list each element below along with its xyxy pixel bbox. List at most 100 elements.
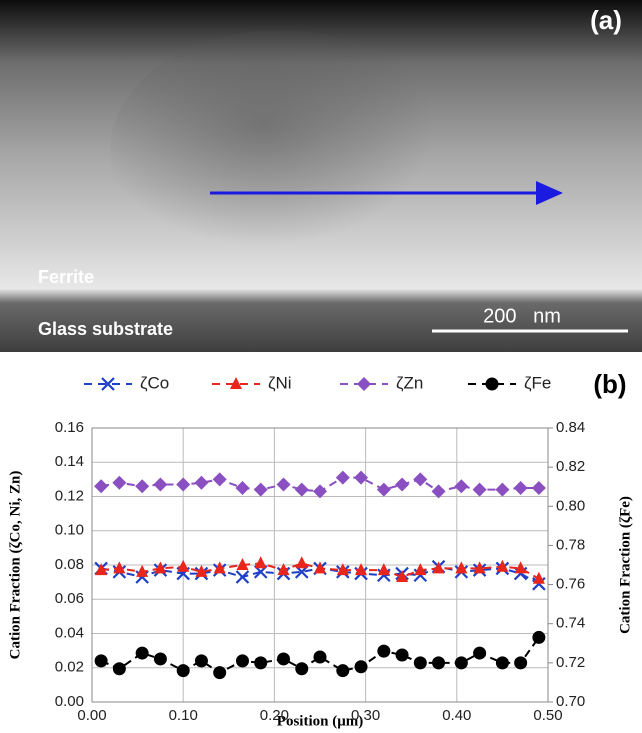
- marker: [295, 662, 309, 676]
- marker: [136, 564, 149, 577]
- y2-tick-label: 0.78: [556, 536, 585, 553]
- y-tick-label: 0.12: [55, 487, 84, 504]
- marker: [94, 654, 108, 668]
- marker: [112, 475, 127, 490]
- y2-tick-label: 0.84: [556, 419, 585, 436]
- marker: [135, 479, 150, 494]
- marker: [336, 664, 350, 678]
- x-tick-label: 0.00: [77, 707, 106, 724]
- series-line: [100, 636, 540, 674]
- marker: [176, 664, 190, 678]
- marker: [335, 470, 350, 485]
- marker: [176, 477, 191, 492]
- marker: [236, 558, 249, 570]
- marker: [395, 477, 410, 492]
- y-tick-label: 0.04: [55, 624, 84, 641]
- marker: [413, 472, 428, 487]
- y2-tick-label: 0.76: [556, 576, 585, 593]
- legend-label: ζNi: [268, 373, 292, 392]
- marker: [95, 563, 108, 576]
- marker: [414, 563, 427, 576]
- marker: [473, 646, 487, 660]
- y2-axis-title: Cation Fraction (ζFe): [617, 496, 633, 634]
- marker: [195, 564, 208, 577]
- layer-label: Glass substrate: [38, 319, 173, 339]
- marker: [354, 660, 368, 674]
- marker: [432, 561, 445, 574]
- marker: [513, 480, 528, 495]
- marker: [413, 656, 427, 670]
- tem-image: (a) Ferrite Glass substrate 200 nm: [0, 0, 642, 352]
- marker: [135, 646, 149, 660]
- y-tick-label: 0.08: [55, 556, 84, 573]
- marker: [472, 482, 487, 497]
- marker: [432, 656, 446, 670]
- marker: [177, 559, 190, 572]
- marker: [355, 563, 368, 576]
- marker: [485, 377, 499, 391]
- marker: [230, 377, 242, 389]
- x-tick-label: 0.30: [351, 707, 380, 724]
- marker: [235, 480, 250, 495]
- marker: [113, 561, 126, 574]
- marker: [473, 561, 486, 574]
- marker: [395, 648, 409, 662]
- marker: [235, 654, 249, 668]
- y2-tick-label: 0.80: [556, 497, 585, 514]
- y2-tick-label: 0.70: [556, 693, 585, 710]
- marker: [194, 654, 208, 668]
- marker: [396, 569, 409, 582]
- marker: [532, 630, 546, 644]
- marker: [514, 656, 528, 670]
- marker: [313, 650, 327, 664]
- marker: [153, 477, 168, 492]
- marker: [377, 644, 391, 658]
- y-axis-title: Cation Fraction (ζCo, Ni, Zn): [7, 471, 23, 660]
- y2-tick-label: 0.74: [556, 615, 585, 632]
- marker: [314, 561, 326, 574]
- scale-bar-label: 200 nm: [483, 305, 561, 327]
- marker: [101, 377, 115, 391]
- marker: [496, 559, 509, 572]
- y-tick-label: 0.02: [55, 659, 84, 676]
- panel-label: (a): [590, 5, 622, 35]
- marker: [212, 472, 227, 487]
- x-axis-title: Position (μm): [277, 713, 363, 729]
- marker: [454, 656, 468, 670]
- marker: [455, 561, 468, 574]
- marker: [112, 662, 126, 676]
- marker: [357, 377, 371, 391]
- marker: [313, 484, 327, 499]
- legend-label: ζZn: [396, 373, 423, 392]
- marker: [253, 482, 268, 497]
- marker: [376, 482, 391, 497]
- layer-label: Ferrite: [38, 267, 94, 287]
- y-tick-label: 0.06: [55, 590, 84, 607]
- marker: [377, 563, 390, 576]
- x-tick-label: 0.40: [442, 707, 471, 724]
- y-tick-label: 0.10: [55, 522, 84, 539]
- plot-frame: [91, 427, 549, 703]
- marker: [276, 477, 291, 492]
- y-tick-label: 0.16: [55, 419, 84, 436]
- marker: [532, 571, 545, 584]
- marker: [94, 479, 109, 494]
- marker: [514, 561, 527, 574]
- y2-tick-label: 0.82: [556, 458, 585, 475]
- y2-tick-label: 0.72: [556, 654, 585, 671]
- marker: [154, 561, 167, 574]
- marker: [295, 556, 308, 569]
- marker: [153, 652, 167, 666]
- marker: [336, 563, 349, 576]
- x-tick-label: 0.10: [169, 707, 198, 724]
- marker: [354, 470, 369, 485]
- legend-label: ζCo: [140, 373, 169, 392]
- y-tick-label: 0.14: [55, 453, 84, 470]
- legend-label: ζFe: [524, 373, 551, 392]
- marker: [194, 475, 209, 490]
- marker: [495, 656, 509, 670]
- marker: [294, 482, 309, 497]
- y-tick-label: 0.00: [55, 693, 84, 710]
- marker: [277, 652, 291, 666]
